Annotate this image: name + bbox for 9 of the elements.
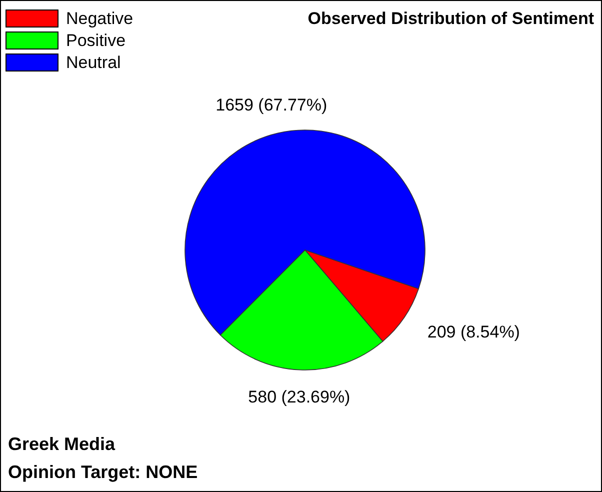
- legend-label: Negative: [66, 9, 134, 28]
- legend-label: Positive: [66, 31, 126, 50]
- legend-label: Neutral: [66, 53, 121, 72]
- data-label: 580 (23.69%): [248, 387, 350, 406]
- data-label: 1659 (67.77%): [216, 95, 328, 114]
- text: Opinion Target: NONE: [8, 462, 198, 482]
- text: Greek Media: [8, 434, 116, 454]
- chart-title: Observed Distribution of Sentiment: [308, 9, 594, 28]
- data-label: 209 (8.54%): [427, 322, 520, 342]
